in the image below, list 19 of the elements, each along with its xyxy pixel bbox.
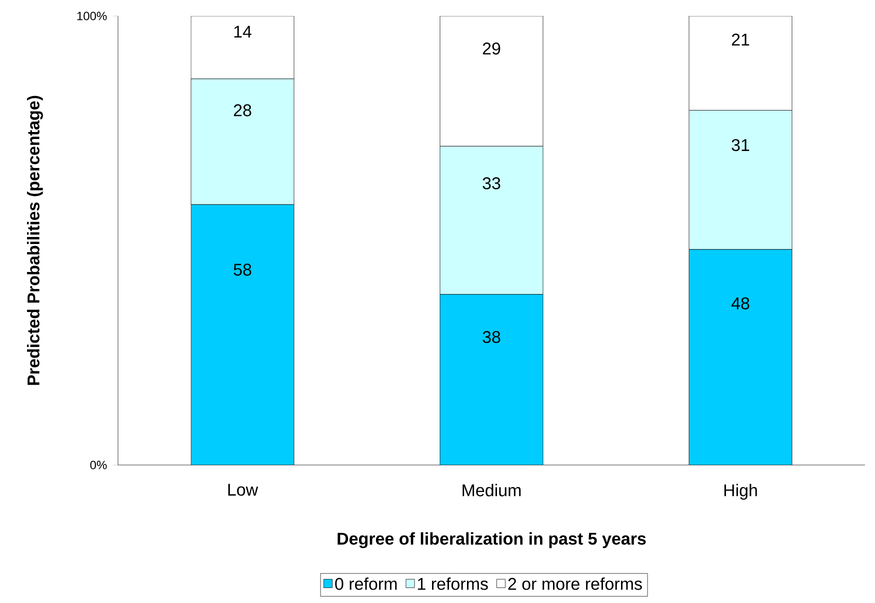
x-tick-label: High — [724, 484, 757, 500]
data-label: 14 — [234, 26, 252, 38]
legend-label: 2 or more reforms — [508, 577, 642, 590]
y-tick-label: 100% — [77, 12, 107, 20]
x-tick-label: Medium — [462, 484, 521, 496]
data-label: 29 — [482, 42, 500, 55]
legend-label: 0 reform — [335, 577, 397, 590]
data-label: 31 — [732, 139, 750, 152]
x-tick-label: Low — [228, 484, 258, 496]
data-label: 48 — [731, 297, 750, 310]
data-label: 38 — [482, 331, 500, 344]
y-tick-label: 0% — [90, 460, 107, 470]
data-label: 58 — [234, 264, 252, 276]
legend-label: 1 reforms — [418, 577, 488, 590]
data-label: 33 — [482, 177, 500, 190]
y-axis-title: Predicted Probabilities (percentage) — [27, 96, 43, 385]
data-label: 21 — [732, 34, 750, 46]
data-label: 28 — [234, 104, 252, 116]
x-axis-title: Degree of liberalization in past 5 years — [338, 532, 646, 548]
